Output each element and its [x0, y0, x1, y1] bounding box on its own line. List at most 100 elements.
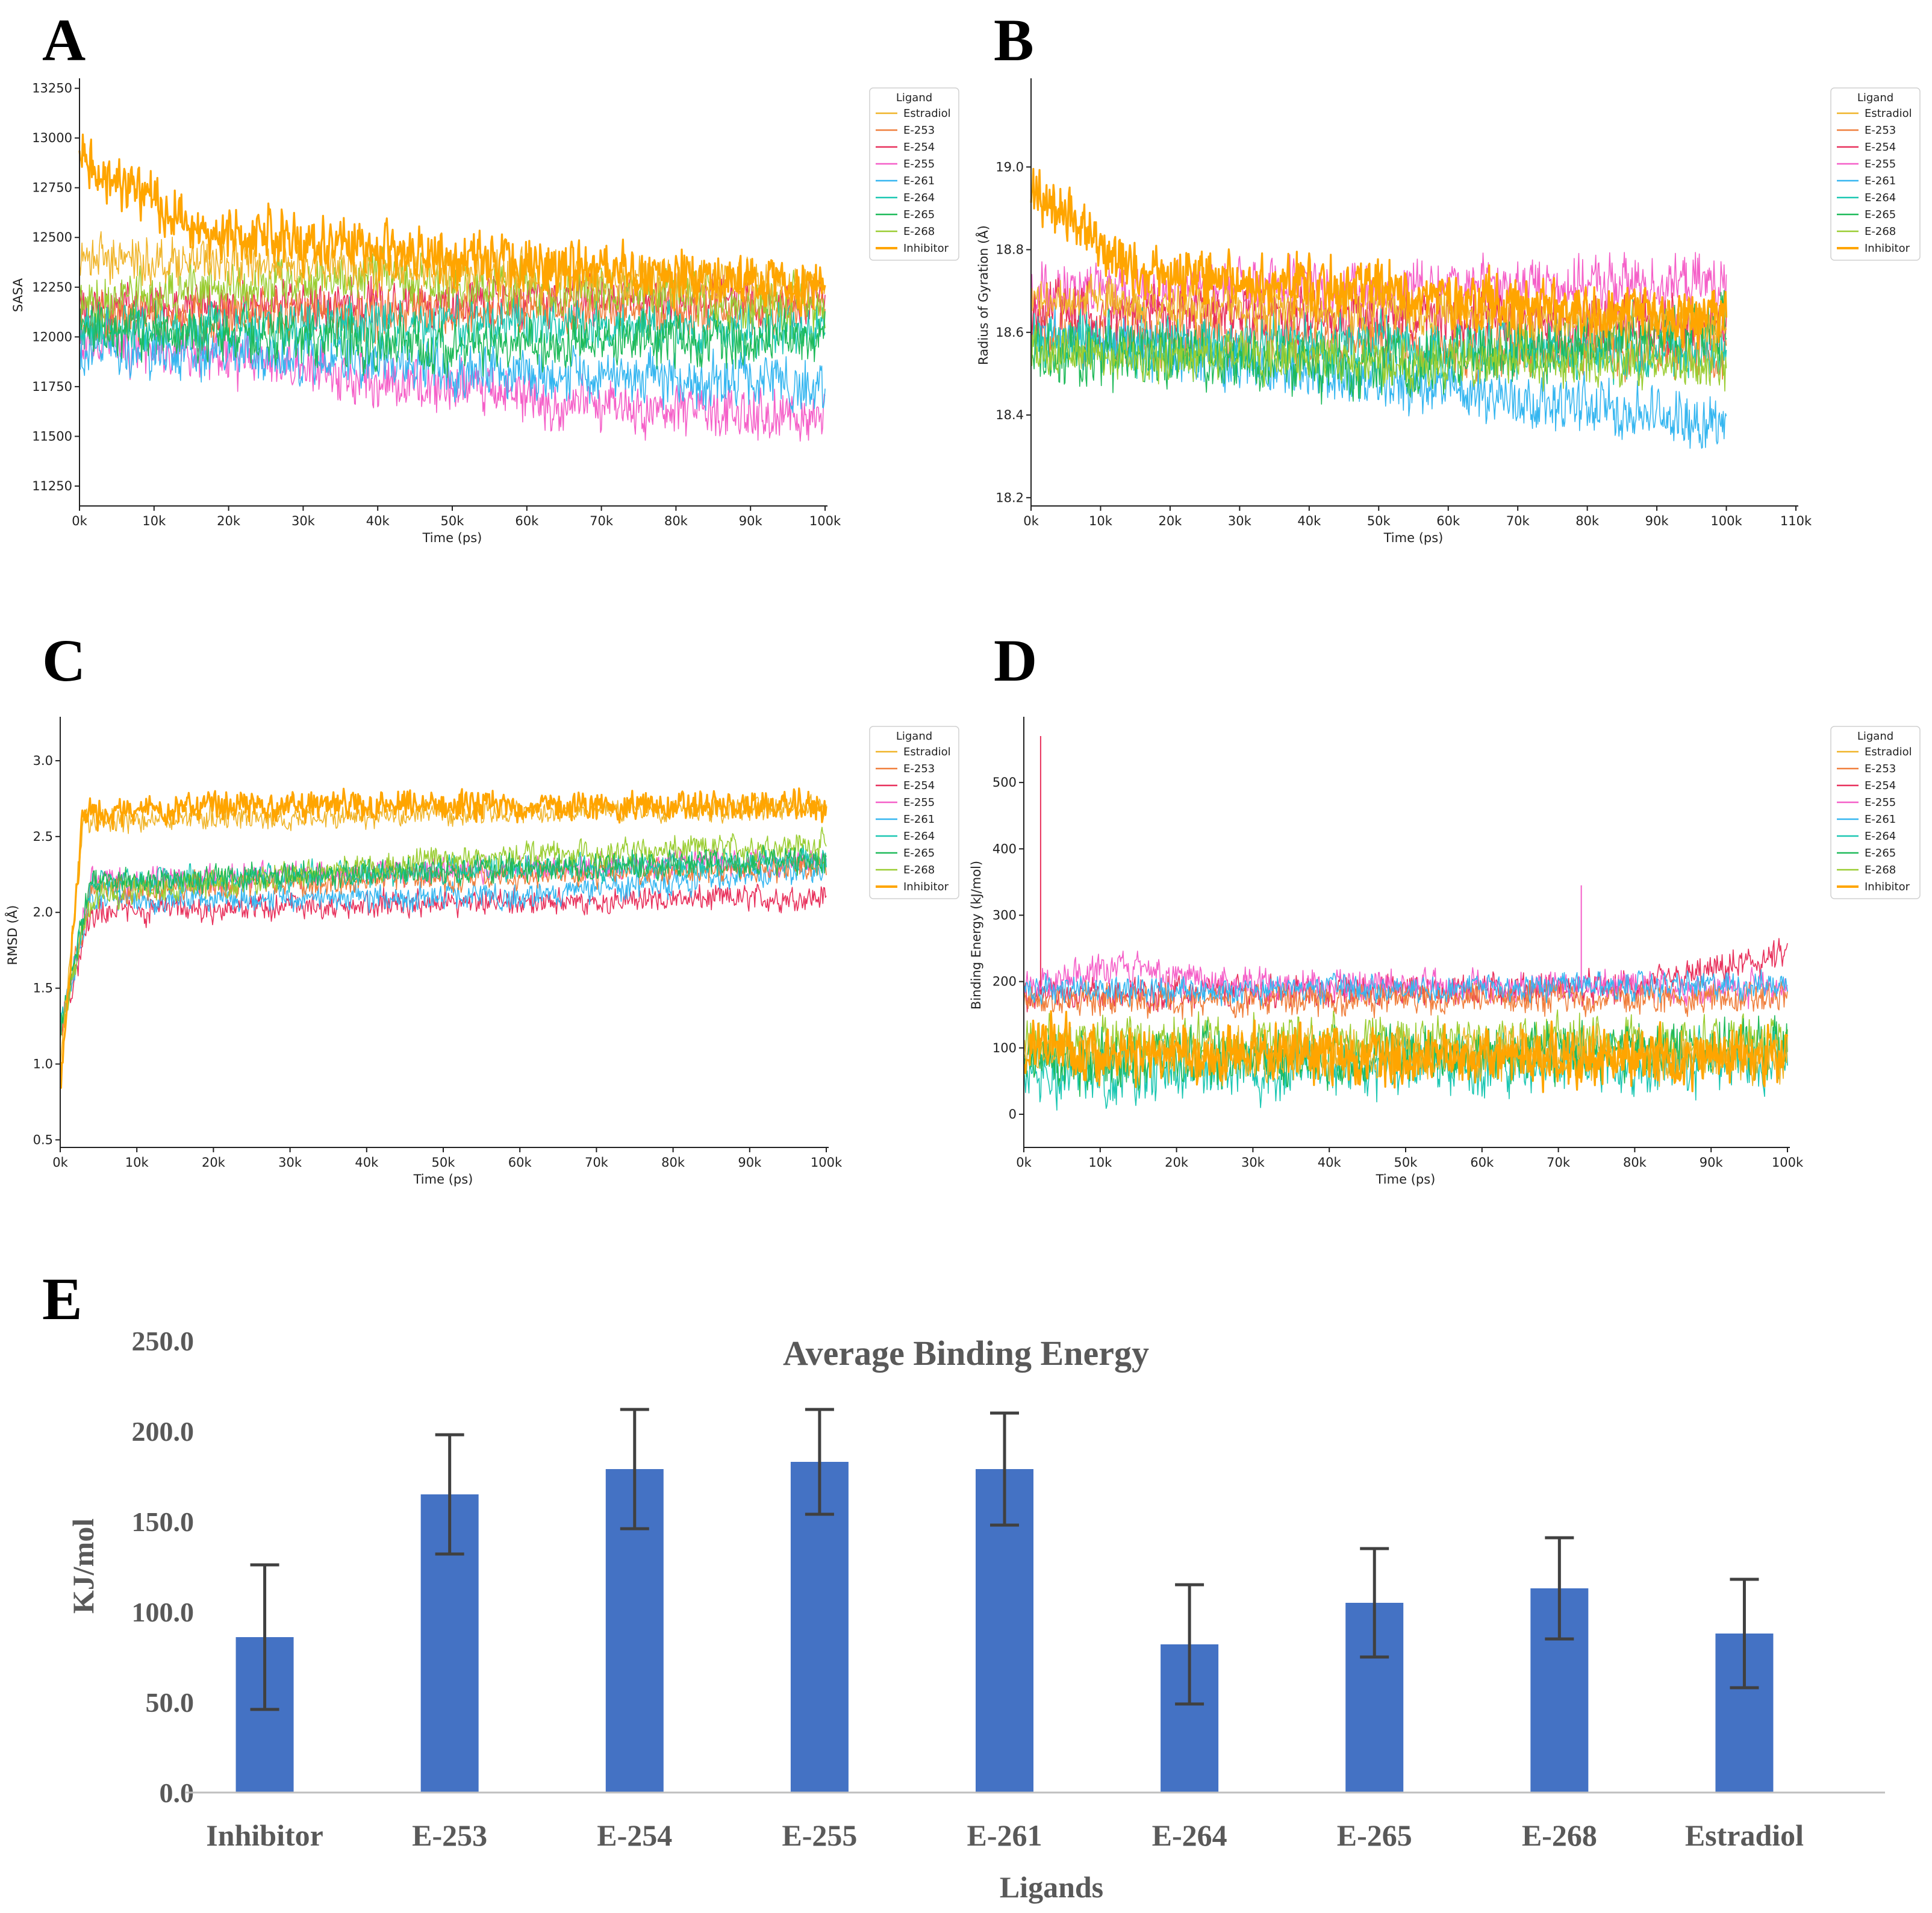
x-tick-label-e-255: E-255 — [782, 1818, 857, 1852]
x-tick-label: 50k — [1367, 514, 1391, 528]
series-line-e-254 — [79, 270, 826, 337]
series-line-e-254 — [1023, 938, 1788, 1013]
x-tick-label-e-261: E-261 — [967, 1818, 1042, 1852]
y-tick-label: 250.0 — [132, 1326, 195, 1356]
x-tick-label: 40k — [355, 1155, 379, 1170]
x-tick-label: 90k — [1700, 1155, 1724, 1170]
series-line-e-253 — [1023, 980, 1788, 1020]
x-tick-label: 100k — [809, 514, 841, 528]
x-axis-label: Time (ps) — [1383, 531, 1444, 545]
error-bar-e-253 — [435, 1433, 464, 1556]
legend: Ligand Estradiol E-253 E-254 E-255 E-261 E-264… — [1830, 726, 1921, 899]
y-tick-label: 400 — [992, 841, 1017, 856]
x-tick-label: 10k — [142, 514, 166, 528]
error-bar-e-261 — [990, 1411, 1019, 1527]
bar-e-255 — [790, 1462, 849, 1793]
rmsd-chart: 0k 10k 20k 30k 40k 50k 60k 70k 80k 90k 100k 0.5 1.0 1… — [4, 717, 959, 1187]
y-tick-label: 11500 — [32, 429, 72, 443]
legend-label-e-265: E-265 — [903, 847, 935, 860]
series-line-e-265 — [60, 844, 827, 1035]
legend-label-e-261: E-261 — [903, 175, 935, 187]
series-line-inhibitor — [78, 133, 826, 317]
x-tick-label: 30k — [278, 1155, 302, 1170]
y-tick-label: 18.4 — [996, 408, 1024, 422]
legend-label-e-254: E-254 — [1865, 141, 1896, 154]
series-line-inhibitor — [1030, 167, 1728, 350]
sasa-chart: 0k 10k 20k 30k 40k 50k 60k 70k 80k 90k 100k 11250 11… — [11, 78, 959, 545]
x-tick-label: 110k — [1780, 514, 1812, 528]
x-tick-label: 40k — [1297, 514, 1321, 528]
y-tick-label: 19.0 — [996, 160, 1024, 174]
x-tick-label: 10k — [125, 1155, 149, 1170]
error-bar-e-255 — [805, 1408, 834, 1516]
legend-label-e-264: E-264 — [903, 192, 935, 204]
legend-box — [869, 87, 959, 261]
x-tick-label: 60k — [1436, 514, 1460, 528]
y-tick-label: 0 — [1009, 1107, 1017, 1122]
error-bar-e-265 — [1360, 1547, 1389, 1659]
y-tick-label: 200 — [992, 975, 1017, 989]
legend-label-e-268: E-268 — [903, 864, 935, 876]
legend-label-e-254: E-254 — [903, 141, 935, 154]
x-tick-label: 80k — [661, 1155, 685, 1170]
legend-label-inhibitor: Inhibitor — [903, 242, 949, 255]
legend-title: Ligand — [1857, 92, 1893, 104]
series-line-e-268 — [79, 246, 826, 340]
x-tick-label: 80k — [1575, 514, 1600, 528]
legend-label-e-253: E-253 — [903, 124, 935, 137]
y-tick-label: 0.5 — [33, 1132, 53, 1147]
error-bar-e-268 — [1545, 1536, 1574, 1641]
x-tick-label: 80k — [1623, 1155, 1647, 1170]
panel-letter-d: D — [994, 627, 1037, 694]
series-line-e-261 — [60, 857, 827, 1035]
x-tick-label-e-264: E-264 — [1152, 1818, 1227, 1852]
y-tick-label: 300 — [992, 908, 1017, 922]
y-tick-label: 12750 — [32, 181, 72, 195]
x-tick-label: 0k — [1023, 514, 1039, 528]
legend-label-estradiol: Estradiol — [903, 107, 951, 120]
series-line-e-264 — [79, 294, 826, 360]
series-group — [59, 787, 827, 1089]
x-tick-label: 100k — [1710, 514, 1742, 528]
y-tick-label: 13000 — [32, 131, 72, 145]
legend-label-e-255: E-255 — [903, 796, 935, 809]
series-group — [1023, 736, 1789, 1111]
legend-label-e-255: E-255 — [903, 158, 935, 170]
x-tick-label: 30k — [291, 514, 316, 528]
error-bar-e-254 — [620, 1408, 649, 1531]
x-tick-label: 100k — [811, 1155, 843, 1170]
legend-label-e-265: E-265 — [1865, 208, 1896, 221]
legend-label-e-254: E-254 — [903, 779, 935, 792]
x-tick-label: 40k — [366, 514, 390, 528]
legend-label-inhibitor: Inhibitor — [903, 881, 949, 893]
x-tick-label-e-253: E-253 — [412, 1818, 487, 1852]
legend-label-inhibitor: Inhibitor — [1865, 242, 1910, 255]
x-tick-label: 20k — [1165, 1155, 1189, 1170]
y-tick-label: 12250 — [32, 280, 72, 295]
legend: Ligand Estradiol E-253 E-254 E-255 E-261 E-264… — [869, 87, 959, 261]
y-tick-label: 12000 — [32, 329, 72, 344]
legend-label-e-264: E-264 — [1865, 830, 1896, 843]
x-tick-label: 20k — [202, 1155, 226, 1170]
x-axis-label: Time (ps) — [1376, 1172, 1436, 1187]
x-tick-label: 0k — [52, 1155, 68, 1170]
x-tick-label: 90k — [739, 514, 763, 528]
legend-label-e-254: E-254 — [1865, 779, 1896, 792]
y-tick-label: 18.8 — [996, 243, 1024, 257]
x-tick-label: 20k — [1158, 514, 1182, 528]
x-tick-label: 10k — [1089, 514, 1113, 528]
series-line-e-265 — [79, 300, 826, 378]
series-group — [1030, 167, 1728, 449]
legend-label-e-253: E-253 — [903, 763, 935, 775]
x-tick-label-inhibitor: Inhibitor — [206, 1818, 323, 1852]
x-tick-label: 60k — [1470, 1155, 1494, 1170]
legend-label-estradiol: Estradiol — [1865, 746, 1912, 758]
legend: Ligand Estradiol E-253 E-254 E-255 E-261 E-264… — [1830, 87, 1921, 261]
x-tick-label: 20k — [217, 514, 241, 528]
y-tick-label: 100 — [992, 1041, 1017, 1055]
y-tick-label: 18.6 — [996, 325, 1024, 340]
error-bar-e-264 — [1175, 1583, 1204, 1706]
x-tick-label: 70k — [585, 1155, 609, 1170]
x-tick-label-estradiol: Estradiol — [1685, 1818, 1804, 1852]
